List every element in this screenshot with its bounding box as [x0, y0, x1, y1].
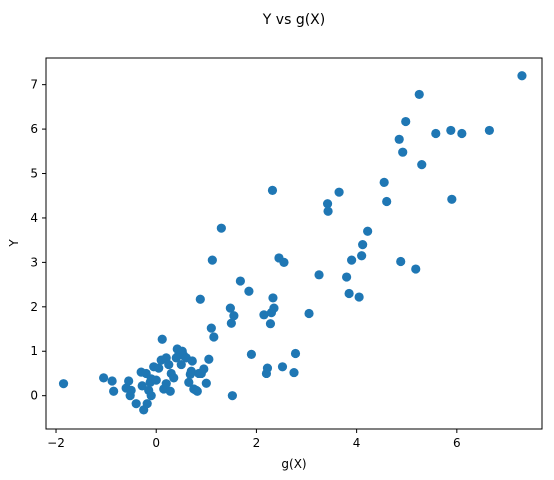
x-tick-label-1: 0 [152, 436, 160, 450]
y-tick-label-6: 6 [30, 122, 38, 136]
data-point-73 [290, 348, 301, 359]
data-point-82 [354, 292, 364, 302]
data-point-98 [457, 128, 467, 139]
data-point-96 [446, 125, 456, 136]
data-point-90 [398, 147, 408, 157]
y-tick-label-5: 5 [30, 167, 38, 181]
y-tick-label-7: 7 [30, 78, 38, 92]
data-point-97 [447, 194, 457, 204]
data-point-99 [484, 125, 494, 136]
data-point-92 [411, 264, 421, 274]
data-point-55 [226, 318, 236, 328]
data-point-71 [279, 257, 289, 267]
data-point-7 [126, 385, 136, 395]
data-point-80 [344, 288, 354, 299]
data-point-58 [235, 276, 245, 286]
data-point-68 [269, 303, 279, 313]
y-tick-label-1: 1 [30, 344, 38, 358]
data-point-45 [195, 294, 205, 304]
y-tick-label-3: 3 [30, 255, 38, 269]
y-axis-label: Y [7, 239, 21, 248]
data-point-3 [109, 386, 119, 396]
data-point-89 [396, 256, 406, 267]
data-point-47 [199, 364, 209, 374]
data-point-52 [209, 332, 219, 342]
data-point-40 [187, 356, 197, 366]
data-point-39 [186, 366, 196, 376]
data-point-27 [165, 386, 175, 396]
data-point-75 [314, 270, 324, 280]
data-point-78 [334, 187, 344, 197]
data-point-66 [267, 185, 278, 195]
data-point-24 [161, 379, 171, 389]
data-point-19 [151, 375, 161, 385]
x-axis-label: g(X) [281, 457, 306, 471]
data-point-64 [265, 319, 276, 329]
data-point-5 [124, 376, 134, 386]
data-point-50 [206, 323, 216, 333]
data-point-59 [244, 286, 254, 296]
data-point-48 [201, 378, 211, 388]
data-point-87 [382, 196, 392, 207]
data-point-54 [225, 303, 235, 313]
data-point-0 [58, 379, 69, 389]
data-point-81 [347, 255, 357, 265]
data-point-77 [323, 206, 333, 216]
data-point-57 [229, 311, 239, 321]
data-point-20 [154, 363, 164, 373]
data-point-84 [358, 240, 368, 250]
data-point-63 [262, 363, 273, 373]
data-point-100 [517, 71, 527, 81]
data-point-72 [289, 367, 299, 378]
data-point-74 [304, 308, 314, 319]
data-point-33 [176, 359, 186, 370]
data-point-94 [417, 160, 427, 170]
data-point-91 [401, 116, 411, 127]
data-point-13 [142, 399, 152, 409]
data-point-76 [322, 199, 333, 209]
data-point-60 [246, 349, 257, 359]
x-tick-label-2: 2 [253, 436, 261, 450]
data-point-85 [363, 226, 373, 236]
data-point-8 [131, 399, 141, 409]
y-tick-label-2: 2 [30, 300, 38, 314]
data-point-95 [431, 128, 441, 139]
data-points [58, 71, 527, 415]
data-point-29 [169, 373, 179, 383]
chart-title: Y vs g(X) [262, 12, 325, 28]
x-tick-label-4: 6 [453, 436, 461, 450]
data-point-51 [207, 255, 217, 265]
data-point-61 [259, 310, 269, 320]
data-point-70 [277, 362, 288, 372]
data-point-86 [379, 177, 389, 188]
data-point-1 [99, 373, 109, 383]
data-point-43 [192, 386, 202, 396]
y-axis-ticks: 0 1 2 3 4 5 6 7 [30, 78, 46, 403]
data-point-2 [107, 376, 117, 386]
y-tick-label-0: 0 [30, 389, 38, 403]
x-axis-ticks: −2 0 2 4 6 [47, 429, 461, 450]
data-point-10 [137, 381, 147, 391]
data-point-37 [184, 377, 194, 387]
data-point-88 [394, 134, 404, 144]
data-point-93 [414, 89, 424, 100]
x-tick-label-0: −2 [47, 436, 65, 450]
data-point-22 [157, 334, 167, 344]
data-point-26 [164, 359, 174, 370]
data-point-67 [268, 293, 278, 303]
plot-frame [45, 57, 543, 430]
data-point-83 [357, 251, 367, 261]
y-tick-label-4: 4 [30, 211, 38, 225]
data-point-17 [146, 391, 156, 401]
data-point-49 [204, 354, 214, 364]
data-point-53 [216, 223, 226, 233]
data-point-56 [227, 391, 237, 401]
data-point-79 [342, 272, 352, 282]
x-tick-label-3: 4 [353, 436, 361, 450]
